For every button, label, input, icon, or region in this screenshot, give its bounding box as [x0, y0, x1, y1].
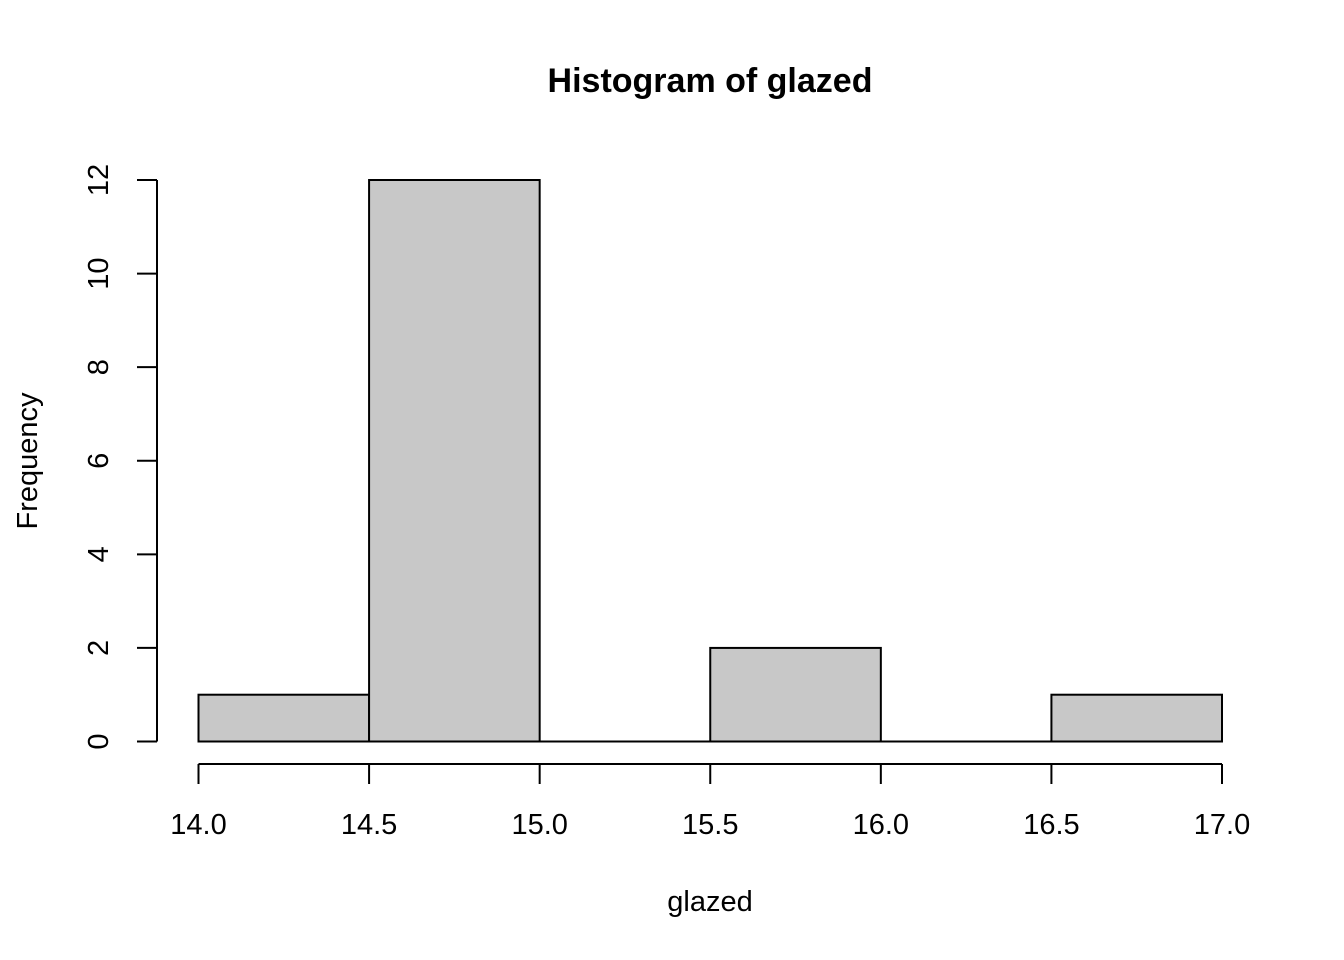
y-tick-label: 2	[83, 640, 115, 656]
y-tick-label: 8	[83, 359, 115, 375]
y-tick-label: 0	[83, 733, 115, 749]
bars-group	[197, 179, 1223, 743]
y-tick-label: 4	[83, 546, 115, 562]
y-axis-label: Frequency	[12, 392, 44, 530]
y-tick-label: 10	[83, 257, 115, 289]
histogram-bar-0	[197, 693, 371, 743]
x-tick-label: 14.0	[170, 809, 226, 841]
y-tick-label: 12	[83, 164, 115, 196]
x-tick-label: 15.0	[511, 809, 567, 841]
histogram-bar-5	[1050, 693, 1223, 743]
histogram-bar-1	[368, 179, 541, 743]
x-tick-label: 16.0	[853, 809, 909, 841]
x-axis: 14.0 14.5 15.0 15.5 16.0 16.5 17.0	[170, 763, 1250, 841]
histogram-bar-3	[709, 646, 882, 743]
x-tick-label: 16.5	[1023, 809, 1079, 841]
x-axis-label: glazed	[667, 886, 752, 918]
x-tick-label: 14.5	[341, 809, 397, 841]
x-tick-label: 15.5	[682, 809, 738, 841]
y-axis: 0 2 4 6 8 10 12	[83, 164, 158, 750]
y-tick-label: 6	[83, 453, 115, 469]
chart-title: Histogram of glazed	[548, 62, 873, 100]
x-tick-label: 17.0	[1194, 809, 1250, 841]
